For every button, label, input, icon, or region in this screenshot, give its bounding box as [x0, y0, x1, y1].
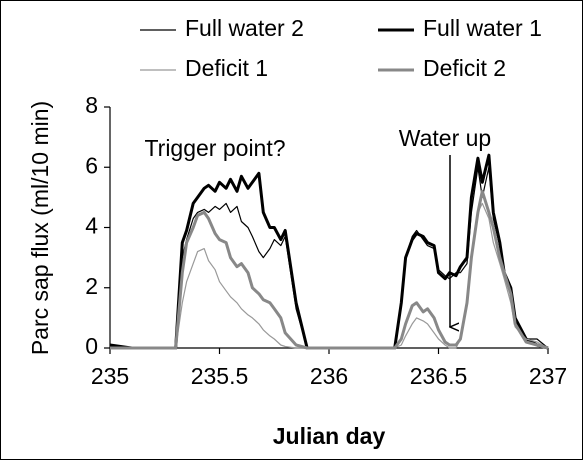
- x-tick-label: 236.5: [410, 363, 468, 389]
- x-axis-label: Julian day: [273, 423, 386, 449]
- y-tick-label: 6: [85, 152, 98, 178]
- x-tick-label: 235: [91, 363, 129, 389]
- x-tick-label: 236: [310, 363, 348, 389]
- legend-label: Deficit 1: [185, 55, 268, 81]
- annotation: Water up: [399, 125, 491, 151]
- y-tick-label: 2: [85, 273, 98, 299]
- annotation: Trigger point?: [144, 135, 285, 161]
- y-tick-label: 0: [85, 333, 98, 359]
- x-tick-label: 237: [529, 363, 567, 389]
- legend-label: Full water 2: [185, 15, 304, 41]
- legend-label: Deficit 2: [423, 55, 506, 81]
- x-tick-label: 235.5: [191, 363, 249, 389]
- y-axis-label: Parc sap flux (ml/10 min): [27, 101, 53, 355]
- series-line: [110, 189, 549, 350]
- y-tick-label: 4: [85, 213, 98, 239]
- legend-label: Full water 1: [423, 15, 542, 41]
- y-tick-label: 8: [85, 92, 98, 118]
